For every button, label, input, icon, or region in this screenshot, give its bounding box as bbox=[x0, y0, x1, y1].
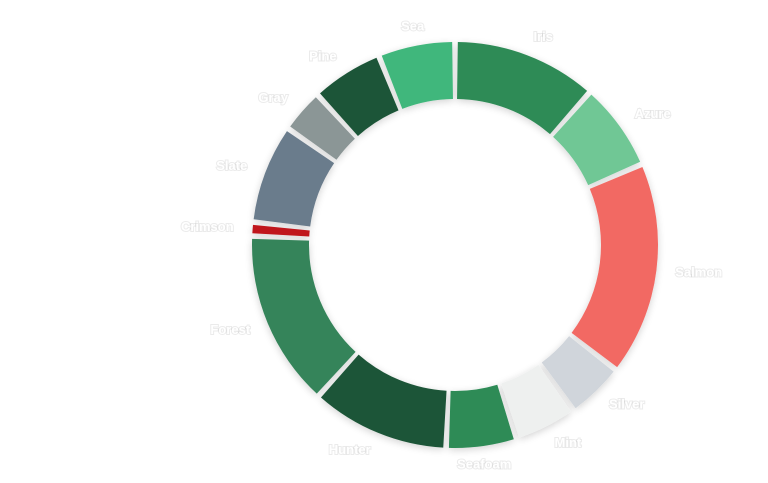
slice-sea[interactable] bbox=[381, 42, 453, 109]
slice-label-seafoam: Seafoam bbox=[457, 457, 511, 472]
slice-label-mint: Mint bbox=[555, 435, 582, 450]
slice-label-salmon: Salmon bbox=[675, 264, 722, 279]
slice-label-hunter: Hunter bbox=[329, 442, 371, 457]
slice-mint[interactable] bbox=[501, 364, 571, 438]
slice-label-pine: Pine bbox=[309, 49, 336, 64]
slice-silver[interactable] bbox=[541, 336, 614, 409]
slice-iris[interactable] bbox=[457, 42, 588, 135]
slices-layer bbox=[251, 42, 658, 449]
slice-azure[interactable] bbox=[553, 94, 641, 186]
slice-label-azure: Azure bbox=[635, 106, 671, 121]
slice-label-iris: Iris bbox=[533, 29, 553, 44]
slice-hunter[interactable] bbox=[320, 354, 447, 448]
slice-salmon[interactable] bbox=[571, 166, 658, 368]
slice-seafoam[interactable] bbox=[448, 384, 514, 449]
slice-label-gray: Gray bbox=[258, 90, 288, 105]
slice-label-slate: Slate bbox=[216, 158, 247, 173]
slice-pine[interactable] bbox=[320, 57, 399, 136]
labels-layer: Iris Azure Salmon Silver Mint Seafoam Hunter Fo… bbox=[180, 18, 723, 473]
slice-label-silver: Silver bbox=[609, 396, 644, 411]
slice-label-crimson: Crimson bbox=[181, 219, 234, 234]
slice-label-forest: Forest bbox=[210, 322, 250, 337]
slice-slate[interactable] bbox=[253, 131, 335, 227]
slice-label-sea: Sea bbox=[401, 19, 425, 34]
slice-gray[interactable] bbox=[290, 97, 355, 160]
slice-forest[interactable] bbox=[251, 238, 356, 394]
slice-crimson[interactable] bbox=[252, 224, 310, 237]
